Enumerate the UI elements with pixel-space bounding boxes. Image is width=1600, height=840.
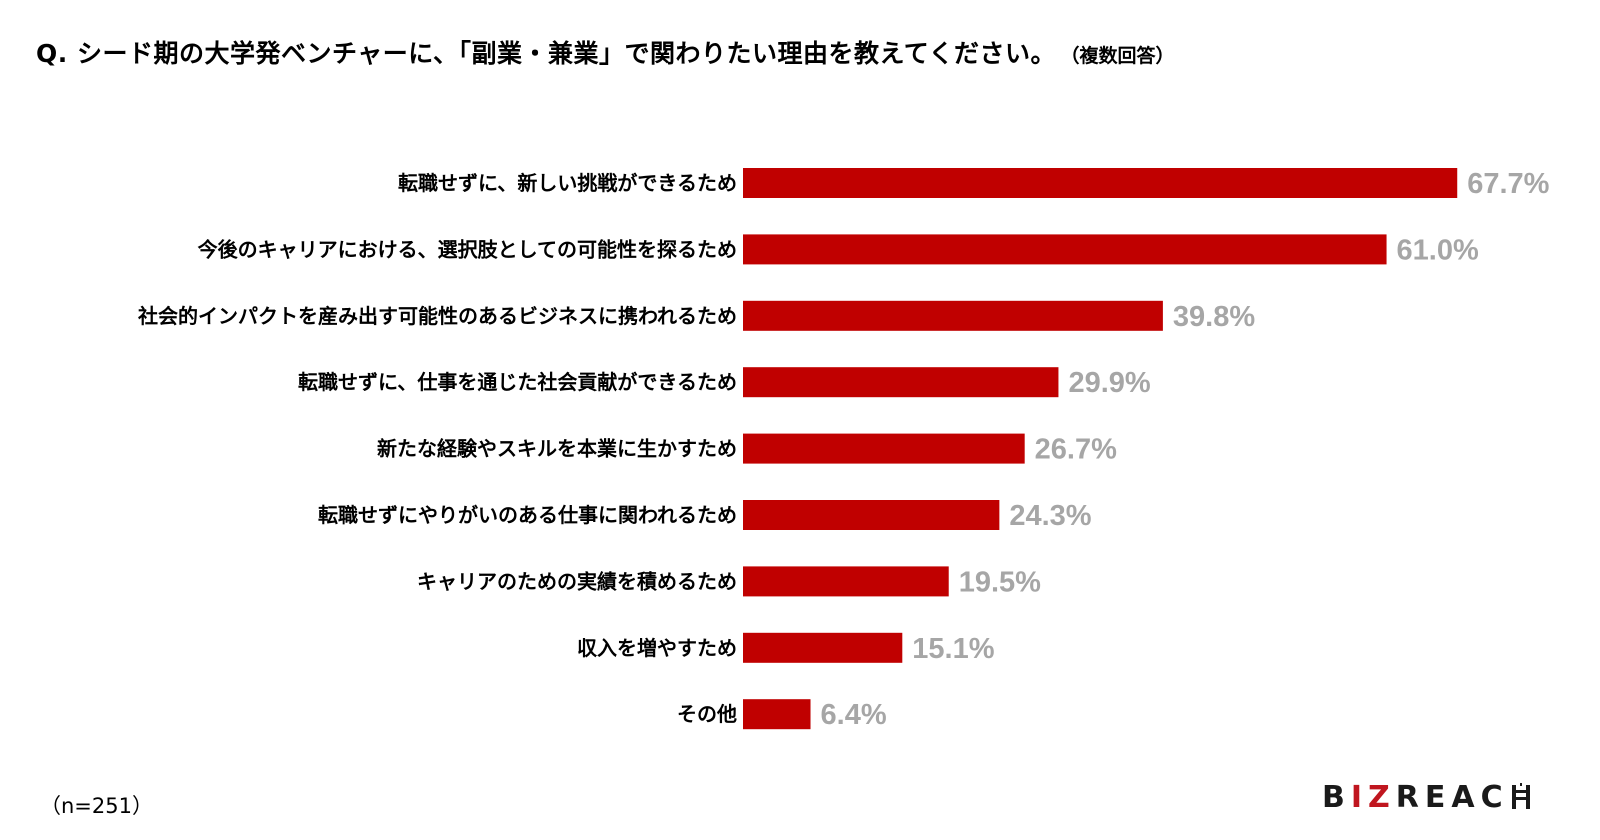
bar <box>743 234 1387 265</box>
bar <box>743 500 1000 530</box>
bar <box>743 632 903 663</box>
value-label: 26.7% <box>1035 434 1117 466</box>
bar <box>743 300 1163 331</box>
bar <box>743 367 1059 398</box>
category-label: キャリアのための実績を積めるため <box>417 569 737 593</box>
bizreach-logo: B IZ REAC <box>1322 779 1531 815</box>
category-label: 転職せずにやりがいのある仕事に関われるため <box>318 503 737 527</box>
logo-text-end: REAC <box>1395 779 1509 815</box>
value-label: 19.5% <box>959 566 1041 598</box>
category-label: 新たな経験やスキルを本業に生かすため <box>377 437 737 461</box>
value-label: 61.0% <box>1397 234 1479 266</box>
value-label: 67.7% <box>1467 168 1549 200</box>
logo-text-start: B <box>1322 779 1351 815</box>
logo-text-accent: IZ <box>1350 779 1396 815</box>
chart-subtitle: （複数回答） <box>1069 45 1175 67</box>
sample-size-note: （n=251） <box>40 794 153 818</box>
bar <box>743 168 1458 198</box>
bar <box>743 566 949 597</box>
value-label: 15.1% <box>912 633 994 665</box>
category-label: その他 <box>677 702 737 726</box>
bar <box>743 699 811 730</box>
value-label: 39.8% <box>1173 301 1255 333</box>
category-label: 収入を増やすため <box>577 636 737 660</box>
bar <box>743 433 1025 464</box>
value-label: 24.3% <box>1009 500 1091 532</box>
category-label: 社会的インパクトを産み出す可能性のあるビジネスに携われるため <box>137 304 737 328</box>
chart-title: Q. シード期の大学発ベンチャーに、「副業・兼業」で関わりたい理由を教えてくださ… <box>36 39 1056 68</box>
logo-h-mark <box>1511 783 1531 811</box>
title-row: Q. シード期の大学発ベンチャーに、「副業・兼業」で関わりたい理由を教えてくださ… <box>36 34 1174 70</box>
category-label: 今後のキャリアにおける、選択肢としての可能性を探るため <box>198 237 737 261</box>
category-label: 転職せずに、仕事を通じた社会貢献ができるため <box>298 370 737 394</box>
value-label: 6.4% <box>821 699 887 731</box>
category-label: 転職せずに、新しい挑戦ができるため <box>398 171 737 195</box>
value-label: 29.9% <box>1068 367 1150 399</box>
